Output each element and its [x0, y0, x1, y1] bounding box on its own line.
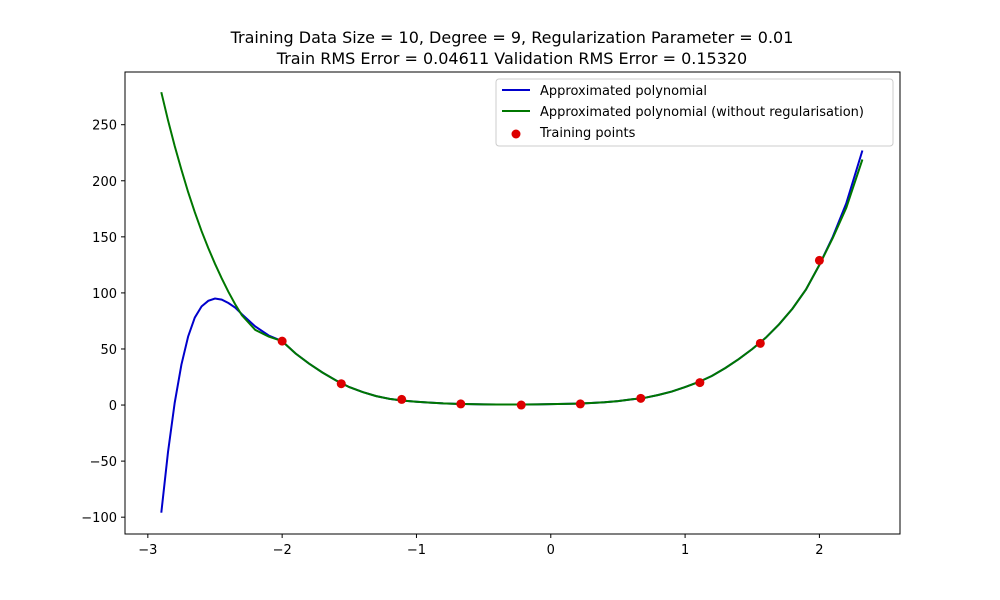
- series-line-0: [160, 150, 864, 513]
- x-tick-label: −3: [138, 543, 157, 558]
- x-tick-label: 0: [547, 543, 555, 558]
- training-point: [277, 336, 287, 346]
- chart-subtitle: Train RMS Error = 0.04611 Validation RMS…: [276, 49, 747, 68]
- chart-title: Training Data Size = 10, Degree = 9, Reg…: [230, 28, 794, 47]
- legend-label-2: Training points: [539, 126, 636, 141]
- legend-label-0: Approximated polynomial: [540, 84, 707, 99]
- y-axis: −100 −50 0 50 100 150 200 250: [81, 119, 125, 526]
- y-tick-label: 0: [109, 399, 117, 414]
- plot-area-frame: [124, 71, 901, 535]
- training-point: [636, 393, 646, 403]
- x-axis: −3 −2 −1 0 1 2: [138, 534, 824, 558]
- y-tick-label: 50: [100, 343, 117, 358]
- curves-layer: [160, 91, 864, 513]
- legend-swatch-2: [511, 129, 521, 139]
- y-tick-label: 100: [92, 287, 117, 302]
- y-tick-label: 200: [92, 175, 117, 190]
- training-point: [575, 399, 585, 409]
- y-tick-label: 150: [92, 231, 117, 246]
- x-tick-label: 2: [815, 543, 823, 558]
- x-tick-label: 1: [681, 543, 689, 558]
- training-point: [814, 255, 824, 265]
- legend: Approximated polynomial Approximated poly…: [495, 78, 894, 147]
- training-point: [397, 394, 407, 404]
- points-layer: [277, 255, 824, 410]
- legend-label-1: Approximated polynomial (without regular…: [540, 105, 864, 120]
- training-point: [456, 399, 466, 409]
- y-tick-label: 250: [92, 119, 117, 134]
- y-tick-label: −100: [81, 511, 117, 526]
- training-point: [336, 379, 346, 389]
- training-point: [516, 400, 526, 410]
- training-point: [695, 378, 705, 388]
- y-tick-label: −50: [90, 455, 117, 470]
- training-point: [755, 338, 765, 348]
- x-tick-label: −1: [407, 543, 426, 558]
- series-line-1: [160, 91, 864, 406]
- legend-box: [495, 78, 894, 147]
- x-tick-label: −2: [273, 543, 292, 558]
